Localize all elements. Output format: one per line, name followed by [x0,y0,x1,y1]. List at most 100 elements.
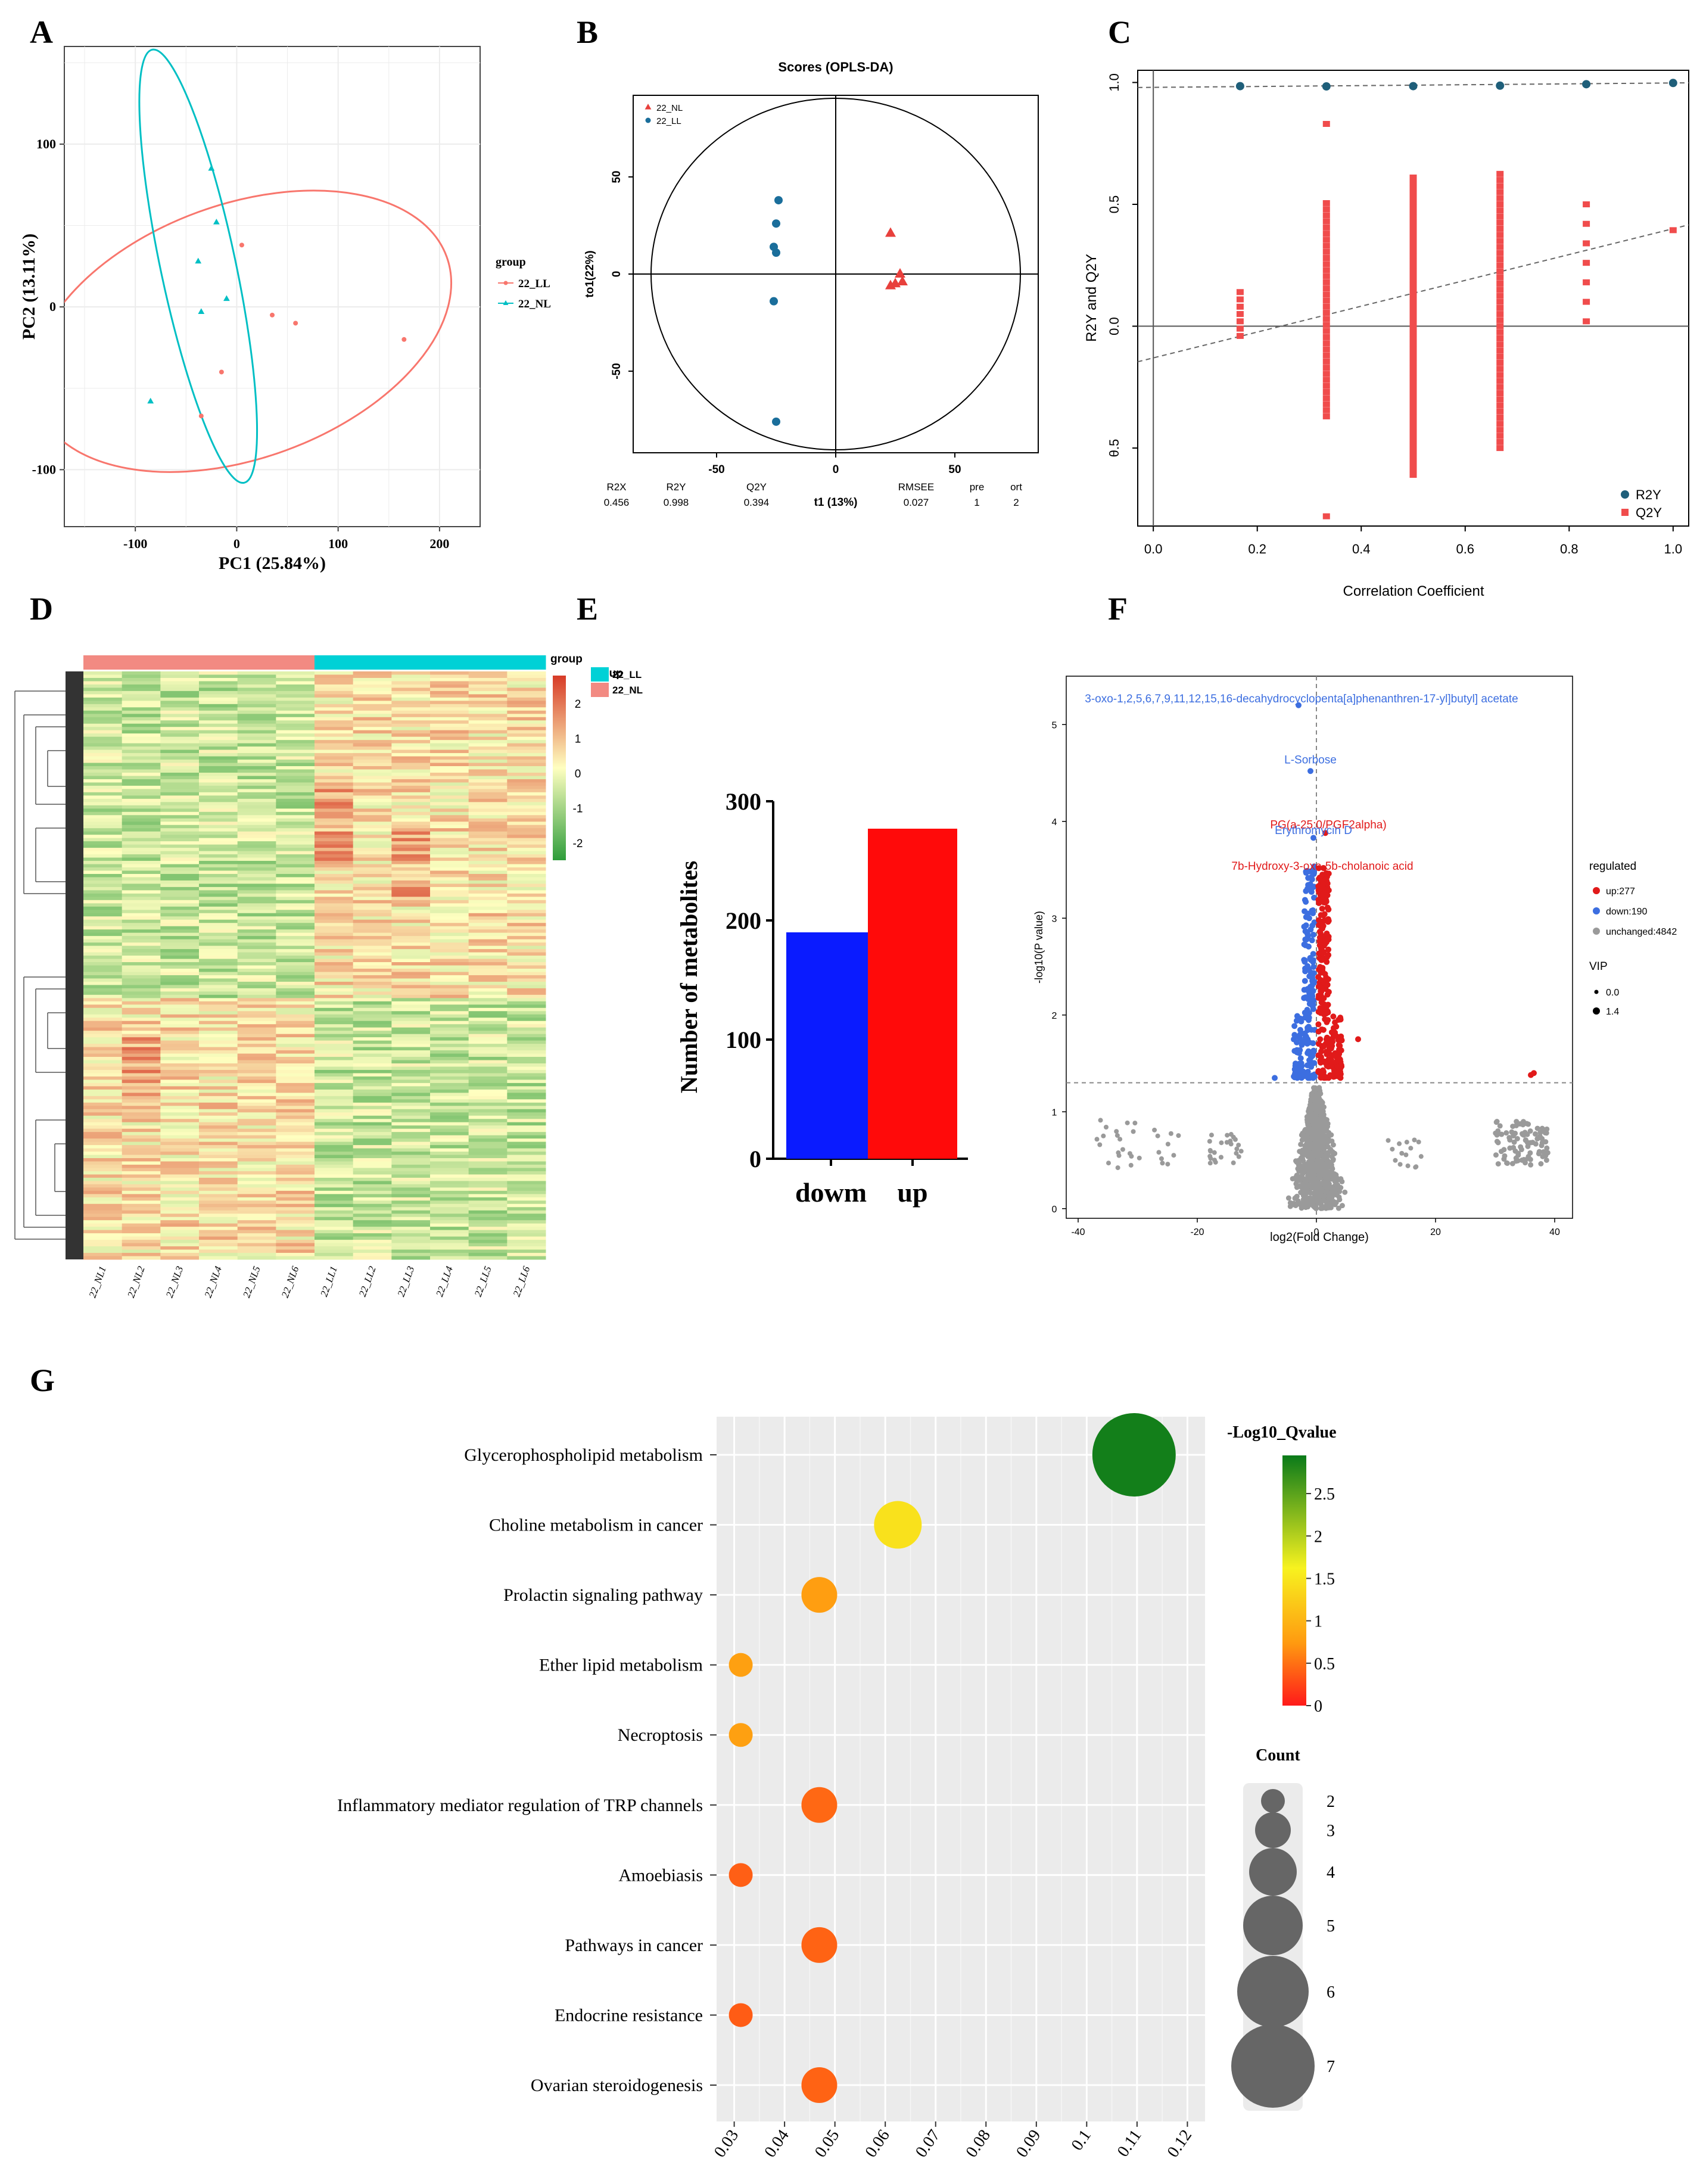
panel-g-color-legend-title: -Log10_Qvalue [1227,1423,1337,1442]
panel-d-cell [237,1187,276,1191]
panel-b-stat-value: 2 [1013,497,1019,508]
panel-c-point-Q2Y [1322,297,1330,304]
panel-d-cell [353,942,392,947]
panel-d-column-labels: 22_NL1 22_NL2 22_NL3 22_NL4 22_NL5 22_NL6 22_L… [86,1264,532,1299]
panel-d-cell [199,1171,238,1175]
panel-f-y-tick-label: 3 [1052,914,1057,924]
panel-d-cell [199,1004,238,1009]
panel-f-size-legend-title: VIP [1589,960,1608,973]
panel-d-cell [430,776,469,780]
panel-d-cell [83,877,123,881]
panel-d-cell [199,932,238,937]
panel-d-cell [237,1011,276,1015]
panel-d-cell [507,749,546,754]
panel-f-point [1306,966,1312,973]
panel-d-cell [391,981,431,985]
panel-d-cell [276,1233,315,1237]
panel-c-point-Q2Y [1409,198,1417,205]
panel-d-cell [430,1253,469,1257]
panel-d-cell [507,684,546,688]
panel-d-cell [315,998,354,1002]
panel-b-x-tick-label: 0 [833,463,839,476]
panel-d-cell [315,766,354,770]
panel-d-cell [199,959,238,963]
panel-d-cell [276,972,315,976]
panel-d-cell [237,733,276,738]
panel-d-cell [391,1187,431,1191]
panel-d-cell [353,1060,392,1064]
panel-f-point [1323,1036,1330,1043]
panel-c-point-Q2Y [1496,372,1504,378]
panel-d-cell [122,1132,161,1136]
panel-d-cell [122,1011,161,1015]
panel-d-cell [507,1161,546,1165]
panel-d-cell [199,1112,238,1116]
panel-d-cell [468,828,508,832]
panel-d-cell [276,998,315,1002]
panel-d-cell [237,671,276,675]
panel-c-point-Q2Y [1322,310,1330,316]
panel-d-cell [353,1063,392,1067]
panel-d-cell [276,897,315,901]
panel-d-cell [391,1174,431,1178]
panel-d-cell [237,956,276,960]
panel-d-cell [160,1021,200,1025]
panel-c-point-Q2Y [1496,238,1504,244]
panel-d-cell [391,1256,431,1260]
panel-d-cell [430,1076,469,1080]
panel-d-cell [353,1158,392,1162]
panel-d-cell [199,945,238,950]
panel-d-cell [391,785,431,789]
panel-c-point-Q2Y [1496,433,1504,439]
panel-d-cell [430,792,469,796]
panel-d-cell [507,851,546,855]
panel-d-cell [391,1171,431,1175]
panel-d-cell [276,959,315,963]
panel-f-point [1310,1049,1317,1056]
panel-d-cell [83,772,123,776]
panel-d-cell [237,789,276,793]
panel-d-cell [315,900,354,904]
panel-d-cell [160,1207,200,1211]
panel-d-cell [199,1102,238,1106]
panel-d-cell [122,1018,161,1022]
panel-c-point-Q2Y [1322,200,1330,206]
panel-d-cell [315,1203,354,1208]
panel-d-cell [160,1148,200,1152]
panel-d-cell [83,1158,123,1162]
panel-d-cell [353,1014,392,1018]
panel-d-cell [160,919,200,923]
panel-d-cell [353,844,392,848]
panel-d-cell [391,1243,431,1247]
panel-d-cell [315,923,354,927]
panel-d-cell [122,763,161,767]
panel-f-legend-title: regulated [1589,860,1636,873]
panel-g-colorbar-tick-label: 1 [1314,1613,1322,1631]
panel-d-cell [122,867,161,871]
panel-d-cell [315,919,354,923]
panel-d-cell [468,1135,508,1139]
panel-d-cell [430,1207,469,1211]
panel-d-cell [430,714,469,718]
panel-c-point-Q2Y [1409,175,1417,181]
panel-d-cell [160,1044,200,1048]
panel-d-cell [237,877,276,881]
panel-d-cell [199,994,238,998]
panel-d-cell [276,671,315,675]
panel-d-cell [507,1135,546,1139]
panel-d-cell [468,1112,508,1116]
panel-d-cell [391,782,431,786]
panel-d-cell [507,1227,546,1231]
panel-d-cell [391,1004,431,1009]
panel-f-legend-marker [1593,928,1600,935]
panel-d-cell [237,913,276,917]
panel-d-column-label: 22_NL3 [164,1265,186,1299]
panel-d-cell [199,1181,238,1185]
panel-c-point-Q2Y [1322,242,1330,249]
panel-f-point [1324,982,1331,988]
panel-d-cell [353,694,392,698]
panel-d-cell [315,769,354,773]
panel-f-point [1324,1171,1330,1177]
